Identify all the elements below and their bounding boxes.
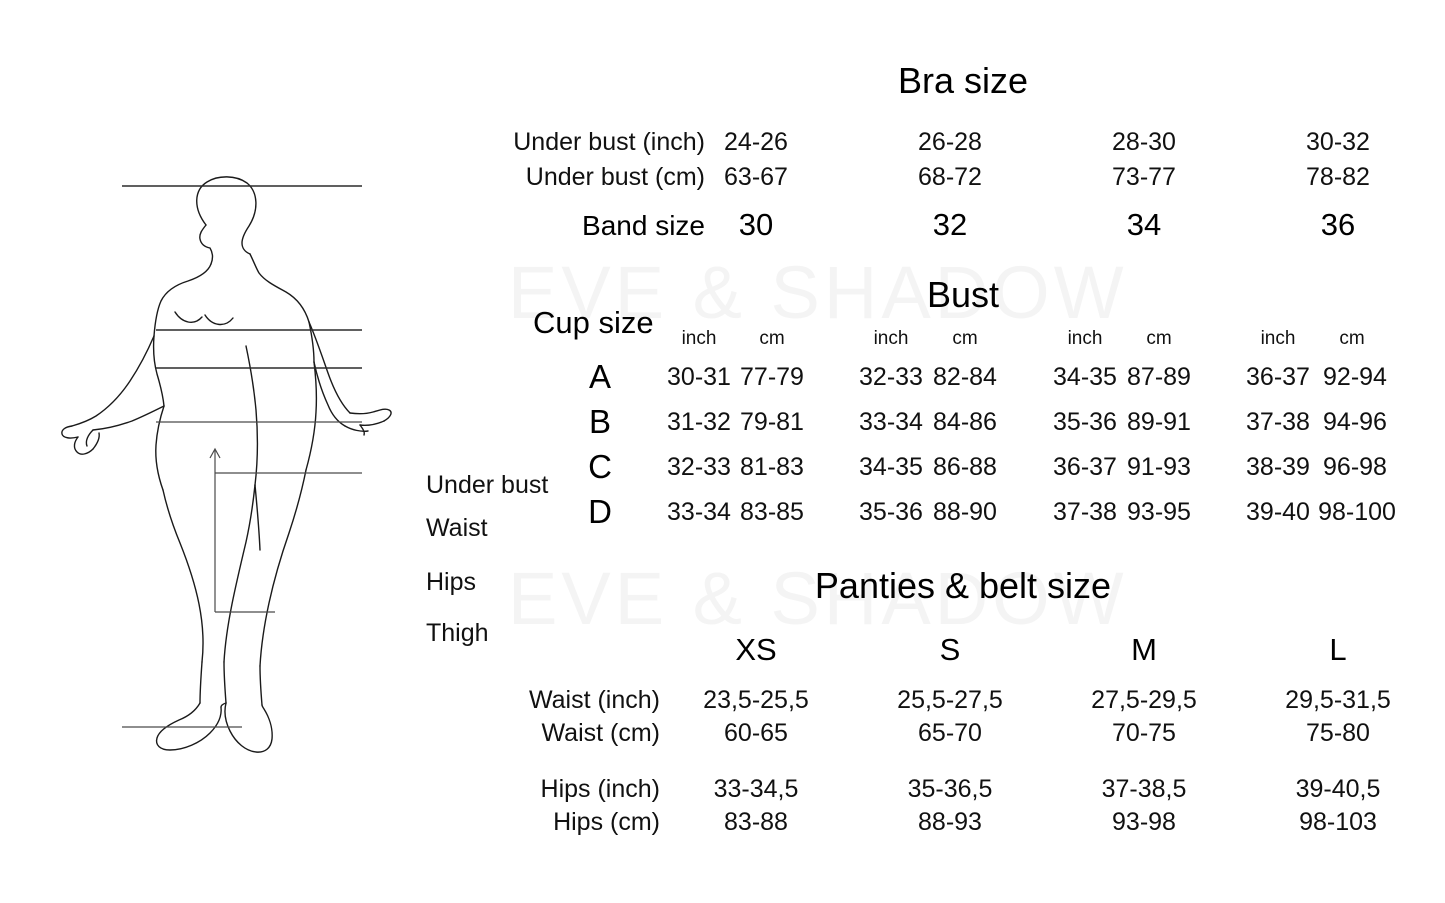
bra-cell-underbust-inch-32: 26-28 [918, 128, 982, 156]
bust-cell-a-30-inch: 30-31 [667, 363, 731, 391]
bust-cell-b-30-inch: 31-32 [667, 408, 731, 436]
panties-cell-hips-inch-xs: 33-34,5 [713, 775, 799, 803]
panties-cell-waist-cm-l: 75-80 [1306, 719, 1370, 747]
bust-cell-d-36-cm: 98-100 [1318, 498, 1396, 526]
watermark-bottom: EVE & SHADOW [508, 557, 1128, 640]
panties-cell-waist-cm-m: 70-75 [1112, 719, 1176, 747]
bust-cell-b-36-inch: 37-38 [1246, 408, 1310, 436]
bust-cell-a-36-cm: 92-94 [1323, 363, 1387, 391]
bra-cell-underbust-inch-36: 30-32 [1306, 128, 1370, 156]
bust-cell-c-32-inch: 34-35 [859, 453, 923, 481]
bust-unit-header-inch-34: inch [1067, 328, 1103, 349]
bust-cell-c-34-inch: 36-37 [1053, 453, 1117, 481]
panties-cell-waist-inch-l: 29,5-31,5 [1285, 686, 1391, 714]
panties-belt-size-title: Panties & belt size [814, 565, 1112, 606]
bust-cell-d-32-inch: 35-36 [859, 498, 923, 526]
panties-row-label-waist-cm: Waist (cm) [541, 719, 661, 747]
panties-size-xs: XS [735, 632, 777, 667]
panties-row-label-hips-inch: Hips (inch) [540, 775, 660, 803]
band-size-value-36: 36 [1320, 207, 1356, 242]
cup-size-label: Cup size [533, 305, 654, 340]
panties-cell-hips-inch-m: 37-38,5 [1101, 775, 1187, 803]
panties-cell-hips-cm-xs: 83-88 [724, 808, 788, 836]
bust-cell-b-30-cm: 79-81 [740, 408, 804, 436]
panties-cell-waist-inch-s: 25,5-27,5 [897, 686, 1003, 714]
bust-cell-b-32-inch: 33-34 [859, 408, 923, 436]
bust-cell-a-30-cm: 77-79 [740, 363, 804, 391]
band-size-value-32: 32 [932, 207, 968, 242]
panties-cell-hips-inch-l: 39-40,5 [1295, 775, 1381, 803]
bra-cell-underbust-cm-30: 63-67 [724, 163, 788, 191]
panties-cell-hips-cm-m: 93-98 [1112, 808, 1176, 836]
body-measurement-figure: Under bust Waist Hips Thigh [60, 160, 548, 760]
panties-size-m: M [1131, 632, 1157, 667]
bust-cell-a-34-inch: 34-35 [1053, 363, 1117, 391]
bust-cell-b-36-cm: 94-96 [1323, 408, 1387, 436]
bust-cell-a-36-inch: 36-37 [1246, 363, 1310, 391]
figure-label-under-bust: Under bust [426, 471, 549, 499]
bust-cell-c-30-cm: 81-83 [740, 453, 804, 481]
cup-letter-b: B [588, 403, 611, 440]
bra-cell-underbust-cm-36: 78-82 [1306, 163, 1370, 191]
bust-cell-d-30-inch: 33-34 [667, 498, 731, 526]
bust-unit-header-cm-30: cm [759, 328, 785, 349]
bra-row-label-under-bust-inch: Under bust (inch) [513, 128, 705, 156]
bra-cell-underbust-inch-30: 24-26 [724, 128, 788, 156]
panties-row-label-hips-cm: Hips (cm) [553, 808, 660, 836]
bust-cell-d-34-inch: 37-38 [1053, 498, 1117, 526]
bra-cell-underbust-cm-34: 73-77 [1112, 163, 1176, 191]
bust-cell-c-30-inch: 32-33 [667, 453, 731, 481]
panties-cell-waist-cm-s: 65-70 [918, 719, 982, 747]
bra-cell-underbust-cm-32: 68-72 [918, 163, 982, 191]
bra-row-label-under-bust-cm: Under bust (cm) [525, 163, 705, 191]
bust-cell-b-34-cm: 89-91 [1127, 408, 1191, 436]
bust-unit-header-cm-34: cm [1146, 328, 1172, 349]
panties-row-label-waist-inch: Waist (inch) [528, 686, 660, 714]
bra-size-title: Bra size [897, 60, 1029, 101]
band-size-value-34: 34 [1126, 207, 1162, 242]
panties-cell-hips-cm-s: 88-93 [918, 808, 982, 836]
panties-cell-waist-cm-xs: 60-65 [724, 719, 788, 747]
cup-letter-d: D [588, 493, 612, 530]
panties-cell-waist-inch-xs: 23,5-25,5 [703, 686, 809, 714]
bust-cell-d-36-inch: 39-40 [1246, 498, 1310, 526]
bust-cell-a-32-inch: 32-33 [859, 363, 923, 391]
bust-cell-d-32-cm: 88-90 [933, 498, 997, 526]
cup-letter-c: C [588, 448, 612, 485]
band-size-value-30: 30 [738, 207, 774, 242]
panties-cell-waist-inch-m: 27,5-29,5 [1091, 686, 1197, 714]
bust-unit-header-cm-32: cm [952, 328, 978, 349]
bust-cell-d-34-cm: 93-95 [1127, 498, 1191, 526]
bust-cell-d-30-cm: 83-85 [740, 498, 804, 526]
bust-unit-header-cm-36: cm [1339, 328, 1365, 349]
figure-label-hips: Hips [426, 568, 477, 596]
panties-size-s: S [939, 632, 961, 667]
bust-cell-b-34-inch: 35-36 [1053, 408, 1117, 436]
bust-cell-a-34-cm: 87-89 [1127, 363, 1191, 391]
bust-cell-c-32-cm: 86-88 [933, 453, 997, 481]
panties-cell-hips-cm-l: 98-103 [1299, 808, 1377, 836]
figure-label-thigh: Thigh [426, 619, 489, 647]
bust-cell-c-36-inch: 38-39 [1246, 453, 1310, 481]
bust-cell-b-32-cm: 84-86 [933, 408, 997, 436]
bust-unit-header-inch-32: inch [873, 328, 909, 349]
figure-label-waist: Waist [426, 514, 488, 542]
panties-cell-hips-inch-s: 35-36,5 [907, 775, 993, 803]
bust-unit-header-inch-30: inch [681, 328, 717, 349]
bust-cell-c-36-cm: 96-98 [1323, 453, 1387, 481]
bust-unit-header-inch-36: inch [1260, 328, 1296, 349]
band-size-label: Band size [582, 210, 705, 241]
bust-cell-c-34-cm: 91-93 [1127, 453, 1191, 481]
bust-cell-a-32-cm: 82-84 [933, 363, 997, 391]
panties-size-l: L [1329, 632, 1347, 667]
cup-letter-a: A [588, 358, 611, 395]
bra-cell-underbust-inch-34: 28-30 [1112, 128, 1176, 156]
watermark-top: EVE & SHADOW [508, 251, 1128, 334]
bust-title: Bust [926, 274, 1000, 315]
